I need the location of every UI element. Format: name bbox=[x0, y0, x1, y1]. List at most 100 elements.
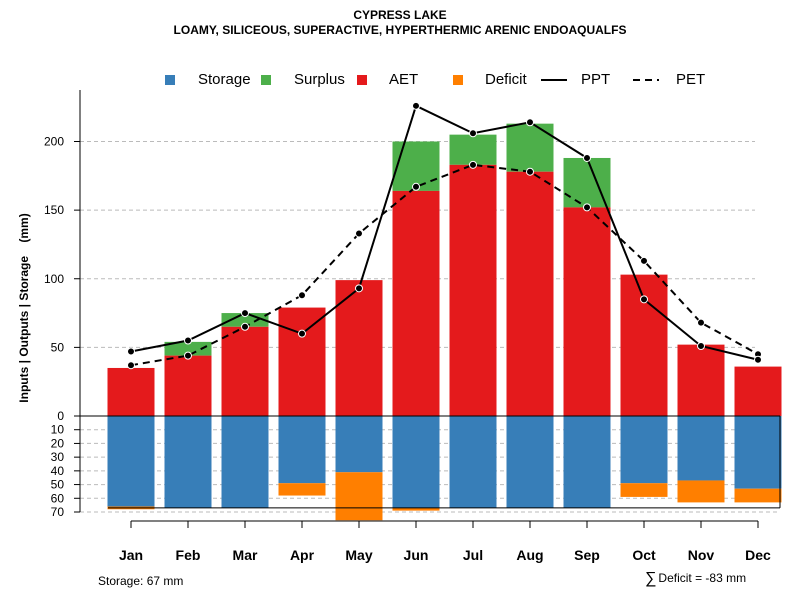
legend-swatch-deficit bbox=[453, 75, 463, 85]
y-tick-label-bottom: 50 bbox=[51, 478, 65, 492]
chart-title-block: CYPRESS LAKE LOAMY, SILICEOUS, SUPERACTI… bbox=[0, 8, 800, 38]
legend-label-storage: Storage bbox=[198, 71, 251, 88]
x-tick-label: Jan bbox=[119, 547, 143, 563]
point-ppt bbox=[412, 101, 420, 110]
y-tick-label-top: 100 bbox=[44, 272, 64, 286]
legend-swatch-storage bbox=[165, 75, 175, 85]
x-tick-label: May bbox=[345, 547, 372, 563]
x-tick-label: Mar bbox=[233, 547, 258, 563]
bar-storage bbox=[734, 416, 782, 489]
point-ppt bbox=[127, 347, 135, 356]
legend-swatch-aet bbox=[357, 75, 367, 85]
bar-aet bbox=[164, 355, 212, 416]
bar-storage bbox=[620, 416, 668, 484]
series-line-pet bbox=[130, 163, 759, 367]
point-pet bbox=[241, 322, 249, 331]
x-tick-label: Feb bbox=[176, 547, 201, 563]
bar-storage bbox=[563, 416, 611, 508]
storage-total-label: Storage: 67 mm bbox=[98, 574, 184, 588]
point-ppt bbox=[754, 355, 762, 364]
x-tick-label: Jul bbox=[463, 547, 483, 563]
x-tick-label: Nov bbox=[688, 547, 715, 563]
legend-label-ppt: PPT bbox=[581, 71, 611, 88]
bar-aet bbox=[335, 280, 383, 416]
bar-aet bbox=[449, 164, 497, 416]
x-tick-label: Oct bbox=[632, 547, 656, 563]
point-pet bbox=[469, 160, 477, 169]
y-tick-label-bottom: 70 bbox=[51, 505, 65, 519]
point-ppt bbox=[298, 329, 306, 338]
bar-deficit bbox=[734, 488, 782, 503]
point-pet bbox=[640, 256, 648, 265]
point-ppt bbox=[469, 129, 477, 138]
bar-storage bbox=[392, 416, 440, 508]
y-tick-label-top: 200 bbox=[44, 135, 64, 149]
bar-deficit bbox=[278, 483, 326, 496]
deficit-total: ∑ Deficit = -83 mm bbox=[645, 570, 746, 588]
x-tick-label: Aug bbox=[516, 547, 543, 563]
bar-aet bbox=[221, 326, 269, 416]
bar-aet bbox=[506, 171, 554, 416]
bar-aet bbox=[677, 344, 725, 416]
point-pet bbox=[526, 167, 534, 176]
y-tick-label-top: 150 bbox=[44, 203, 64, 217]
sigma-symbol: ∑ bbox=[645, 570, 657, 587]
point-ppt bbox=[583, 153, 591, 162]
bar-deficit bbox=[392, 507, 440, 511]
legend-swatch-surplus bbox=[261, 75, 271, 85]
bar-storage bbox=[164, 416, 212, 508]
bar-storage bbox=[221, 416, 269, 508]
x-tick-label: Apr bbox=[290, 547, 315, 563]
y-tick-label-bottom: 10 bbox=[51, 423, 65, 437]
y-tick-label-top: 0 bbox=[57, 409, 64, 423]
point-ppt bbox=[355, 284, 363, 293]
bar-storage bbox=[107, 416, 155, 507]
chart-subtitle: LOAMY, SILICEOUS, SUPERACTIVE, HYPERTHER… bbox=[173, 23, 627, 37]
bar-storage bbox=[677, 416, 725, 481]
y-tick-label-bottom: 30 bbox=[51, 450, 65, 464]
y-axis-label: Inputs | Outputs | Storage (mm) bbox=[17, 213, 31, 402]
point-ppt bbox=[526, 118, 534, 127]
bar-aet bbox=[278, 307, 326, 416]
point-pet bbox=[298, 291, 306, 300]
bar-surplus bbox=[392, 141, 440, 191]
legend-label-deficit: Deficit bbox=[485, 71, 527, 88]
bar-storage bbox=[335, 416, 383, 473]
bar-deficit bbox=[620, 483, 668, 497]
point-ppt bbox=[640, 295, 648, 304]
legend-line-pet bbox=[633, 79, 659, 81]
bar-deficit bbox=[335, 472, 383, 521]
bar-surplus bbox=[164, 341, 212, 356]
deficit-total-label: Deficit = -83 mm bbox=[658, 571, 747, 585]
y-tick-label-bottom: 60 bbox=[51, 491, 65, 505]
point-pet bbox=[412, 182, 420, 191]
x-tick-label: Sep bbox=[574, 547, 600, 563]
bar-storage bbox=[449, 416, 497, 508]
bar-aet bbox=[734, 366, 782, 416]
y-tick-label-bottom: 20 bbox=[51, 436, 65, 450]
y-tick-label-top: 50 bbox=[51, 340, 65, 354]
bar-storage bbox=[278, 416, 326, 484]
legend-label-pet: PET bbox=[676, 71, 706, 88]
point-ppt bbox=[241, 309, 249, 318]
point-pet bbox=[184, 351, 192, 360]
y-tick-label-bottom: 40 bbox=[51, 464, 65, 478]
bar-surplus bbox=[506, 123, 554, 172]
bar-aet bbox=[563, 207, 611, 416]
point-ppt bbox=[184, 336, 192, 345]
series-line-ppt bbox=[130, 104, 759, 361]
legend-label-aet: AET bbox=[389, 71, 419, 88]
bar-aet bbox=[392, 190, 440, 416]
point-pet bbox=[355, 229, 363, 238]
x-tick-label: Dec bbox=[745, 547, 771, 563]
bar-storage bbox=[506, 416, 554, 508]
bar-deficit bbox=[677, 480, 725, 503]
point-ppt bbox=[697, 342, 705, 351]
legend-line-ppt bbox=[541, 79, 567, 81]
point-pet bbox=[127, 361, 135, 370]
legend-label-surplus: Surplus bbox=[294, 71, 345, 88]
point-pet bbox=[697, 318, 705, 327]
x-tick-label: Jun bbox=[404, 547, 429, 563]
chart-title: CYPRESS LAKE bbox=[353, 8, 447, 22]
